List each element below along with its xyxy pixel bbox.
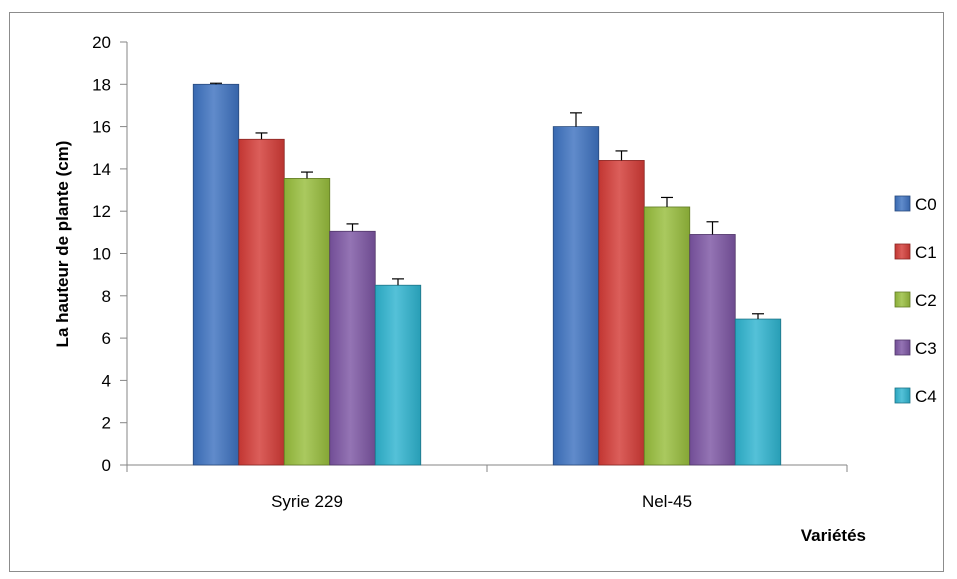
y-tick-label: 10 bbox=[92, 245, 111, 264]
legend-swatch-c2 bbox=[894, 291, 911, 308]
x-category-label: Syrie 229 bbox=[271, 492, 343, 511]
y-tick-label: 14 bbox=[92, 160, 111, 179]
y-tick-label: 2 bbox=[102, 414, 111, 433]
bar-c1-1 bbox=[598, 160, 645, 466]
y-tick-label: 18 bbox=[92, 75, 111, 94]
bar-c3-1 bbox=[689, 234, 736, 466]
legend-swatch-c3 bbox=[894, 339, 911, 356]
legend-swatch-c0 bbox=[894, 195, 911, 212]
y-axis-title: La hauteur de plante (cm) bbox=[53, 141, 72, 348]
y-tick-label: 12 bbox=[92, 202, 111, 221]
bar-c0-0 bbox=[192, 83, 240, 466]
bar-c0-1 bbox=[552, 126, 600, 466]
y-axis-title-group: La hauteur de plante (cm) bbox=[53, 141, 72, 348]
y-tick-label: 8 bbox=[102, 287, 111, 306]
x-category-label: Nel-45 bbox=[642, 492, 692, 511]
bars bbox=[192, 82, 782, 466]
y-tick-label: 0 bbox=[102, 456, 111, 475]
bar-c3-0 bbox=[329, 230, 376, 466]
y-tick-label: 4 bbox=[102, 371, 111, 390]
legend-label-c3: C3 bbox=[915, 339, 937, 358]
legend-label-c1: C1 bbox=[915, 243, 937, 262]
legend-swatch-c1 bbox=[894, 243, 911, 260]
legend-label-c0: C0 bbox=[915, 195, 937, 214]
chart-frame bbox=[9, 12, 944, 572]
y-tick-label: 6 bbox=[102, 329, 111, 348]
legend: C0 C1 C2 C3 C4 bbox=[894, 195, 937, 406]
y-tick-label: 20 bbox=[92, 33, 111, 52]
legend-label-c4: C4 bbox=[915, 387, 937, 406]
bar-c1-0 bbox=[238, 138, 285, 466]
y-tick-label: 16 bbox=[92, 118, 111, 137]
bar-c4-0 bbox=[374, 284, 422, 466]
legend-label-c2: C2 bbox=[915, 291, 937, 310]
bar-c4-1 bbox=[734, 318, 782, 466]
bar-c2-1 bbox=[643, 206, 691, 466]
bar-c2-0 bbox=[283, 178, 331, 466]
x-axis-title: Variétés bbox=[801, 526, 866, 545]
legend-swatch-c4 bbox=[894, 387, 911, 404]
